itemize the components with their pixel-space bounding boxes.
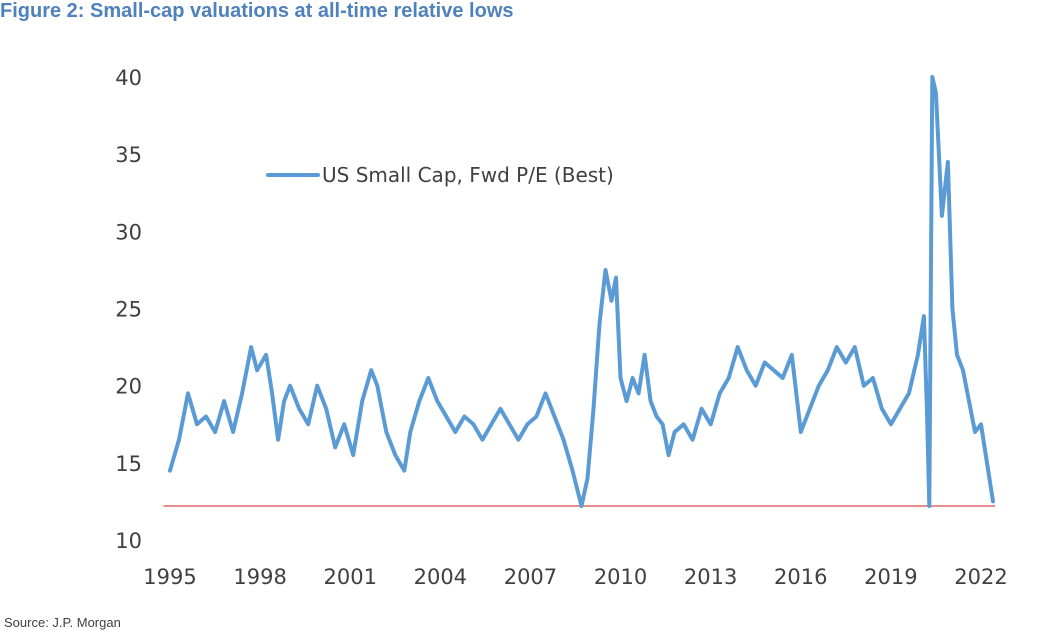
x-tick-label: 2007 <box>504 565 557 589</box>
y-tick-label: 10 <box>115 529 142 553</box>
x-tick-label: 2016 <box>774 565 827 589</box>
y-tick-label: 15 <box>115 452 142 476</box>
y-axis: 40 35 30 25 20 15 10 <box>115 66 142 553</box>
y-tick-label: 20 <box>115 375 142 399</box>
figure-title: Figure 2: Small-cap valuations at all-ti… <box>0 0 514 22</box>
legend: US Small Cap, Fwd P/E (Best) <box>266 163 614 187</box>
x-tick-label: 2013 <box>684 565 737 589</box>
series-line-us-small-cap-fwd-pe <box>168 75 995 508</box>
y-tick-label: 35 <box>115 143 142 167</box>
x-axis: 1995 1998 2001 2004 2007 2010 2013 2016 2019 2022 <box>143 565 1007 589</box>
y-tick-label: 25 <box>115 298 142 322</box>
source-note: Source: J.P. Morgan <box>4 615 121 630</box>
x-tick-label: 2022 <box>954 565 1007 589</box>
x-tick-label: 1998 <box>233 565 286 589</box>
x-tick-label: 2004 <box>414 565 467 589</box>
y-tick-label: 40 <box>115 66 142 90</box>
series-group <box>163 75 996 508</box>
x-tick-label: 2019 <box>864 565 917 589</box>
x-tick-label: 1995 <box>143 565 196 589</box>
y-tick-label: 30 <box>115 220 142 244</box>
x-tick-label: 2001 <box>323 565 376 589</box>
x-tick-label: 2010 <box>594 565 647 589</box>
legend-label: US Small Cap, Fwd P/E (Best) <box>322 163 614 187</box>
